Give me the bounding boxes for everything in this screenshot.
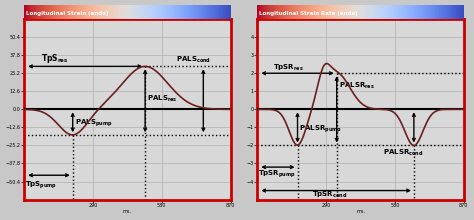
Text: $\mathbf{PALSR_{pump}}$: $\mathbf{PALSR_{pump}}$ bbox=[300, 124, 342, 135]
Text: $\mathbf{TpS_{res}}$: $\mathbf{TpS_{res}}$ bbox=[41, 52, 68, 65]
Text: $\mathbf{TpSR_{pump}}$: $\mathbf{TpSR_{pump}}$ bbox=[258, 169, 296, 180]
Text: Longitudinal Strain Rate (endo): Longitudinal Strain Rate (endo) bbox=[259, 12, 351, 17]
Text: $\mathbf{PALS_{pump}}$: $\mathbf{PALS_{pump}}$ bbox=[74, 118, 112, 129]
Text: $\mathbf{TpSR_{cond}}$: $\mathbf{TpSR_{cond}}$ bbox=[312, 190, 347, 200]
Text: Longitudinal Strain (endo): Longitudinal Strain (endo) bbox=[26, 12, 102, 17]
X-axis label: ms.: ms. bbox=[356, 209, 365, 214]
Text: $\mathbf{PALS_{cond}}$: $\mathbf{PALS_{cond}}$ bbox=[176, 55, 211, 65]
Text: $\mathbf{TpSR_{res}}$: $\mathbf{TpSR_{res}}$ bbox=[273, 63, 304, 73]
Text: $\mathbf{PALSR_{res}}$: $\mathbf{PALSR_{res}}$ bbox=[338, 81, 374, 91]
X-axis label: ms.: ms. bbox=[123, 209, 132, 214]
Text: $\mathbf{PALSR_{cond}}$: $\mathbf{PALSR_{cond}}$ bbox=[383, 147, 423, 158]
Text: $\mathbf{TpS_{pump}}$: $\mathbf{TpS_{pump}}$ bbox=[25, 179, 57, 191]
Text: $\mathbf{PALS_{res}}$: $\mathbf{PALS_{res}}$ bbox=[147, 94, 178, 104]
